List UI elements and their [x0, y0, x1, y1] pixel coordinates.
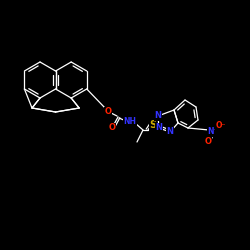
Text: S: S [150, 120, 156, 130]
Text: N: N [166, 128, 173, 136]
Text: N: N [156, 124, 162, 132]
Text: O⁻: O⁻ [216, 122, 226, 130]
Text: N: N [154, 112, 162, 120]
Text: O: O [204, 138, 212, 146]
Text: O: O [104, 108, 112, 116]
Text: O: O [108, 124, 116, 132]
Text: N⁺: N⁺ [208, 128, 218, 136]
Text: NH: NH [124, 118, 136, 126]
